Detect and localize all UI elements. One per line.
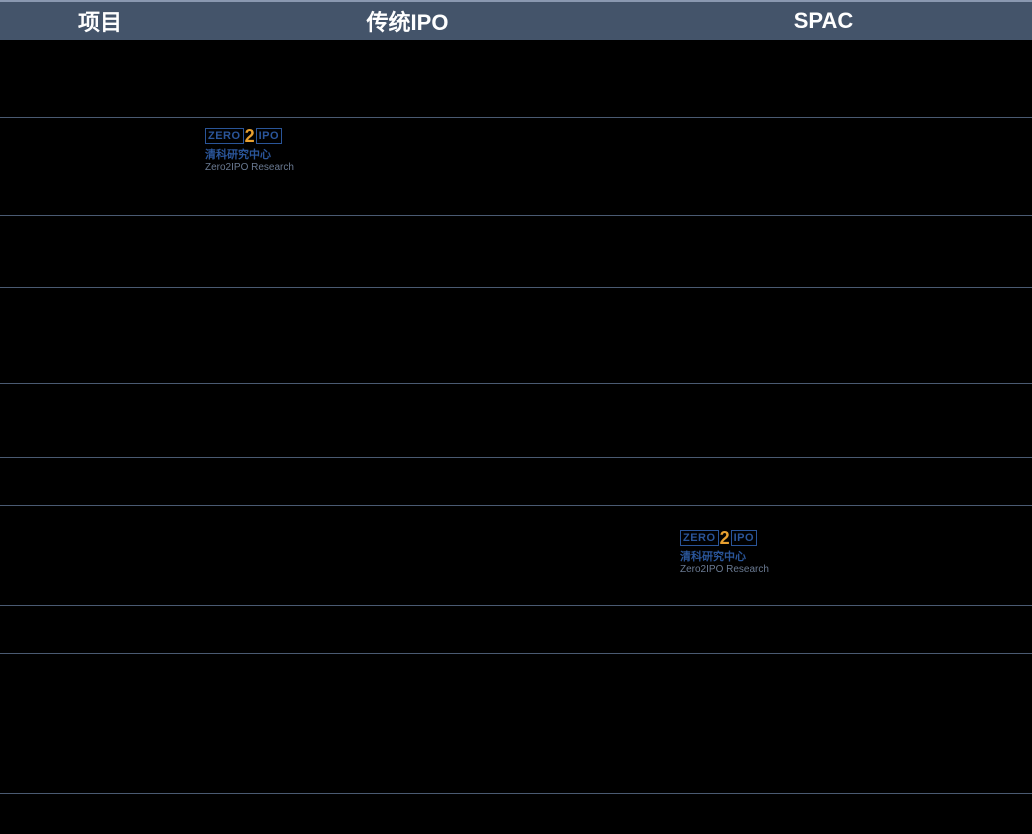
table-row [0,654,1032,794]
cell-ipo [200,474,615,490]
cell-item [0,474,200,490]
table-row [0,216,1032,288]
cell-spac [615,716,1032,732]
cell-spac [615,328,1032,344]
table-header-row: 项目 传统IPO SPAC [0,0,1032,40]
cell-ipo [200,159,615,175]
cell-item [0,548,200,564]
cell-spac [615,244,1032,260]
table-row [0,118,1032,216]
header-col-spac: SPAC [615,8,1032,34]
cell-ipo [200,622,615,638]
cell-ipo [200,716,615,732]
header-col-item: 项目 [0,5,200,37]
table-row [0,288,1032,384]
cell-ipo [200,413,615,429]
cell-item [0,716,200,732]
cell-item [0,413,200,429]
cell-item [0,71,200,87]
table-row [0,606,1032,654]
cell-item [0,159,200,175]
cell-item [0,244,200,260]
cell-ipo [200,244,615,260]
cell-item [0,622,200,638]
cell-spac [615,413,1032,429]
cell-spac [615,159,1032,175]
cell-spac [615,548,1032,564]
table-row [0,384,1032,458]
cell-spac [615,474,1032,490]
comparison-table: 项目 传统IPO SPAC [0,0,1032,794]
cell-spac [615,71,1032,87]
cell-spac [615,622,1032,638]
cell-ipo [200,71,615,87]
table-row [0,506,1032,606]
table-row [0,40,1032,118]
cell-item [0,328,200,344]
table-row [0,458,1032,506]
cell-ipo [200,328,615,344]
header-col-ipo: 传统IPO [200,5,615,37]
cell-ipo [200,548,615,564]
